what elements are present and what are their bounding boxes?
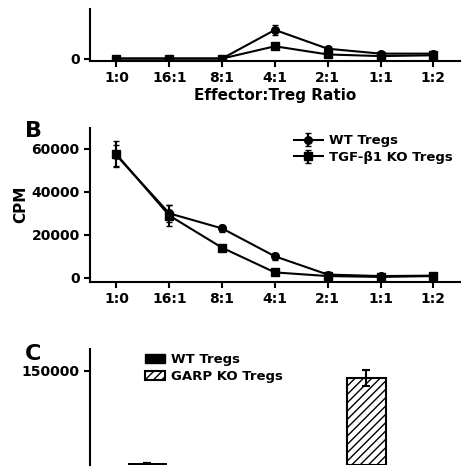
Bar [128, 463, 167, 465]
X-axis label: Effector:Treg Ratio: Effector:Treg Ratio [194, 88, 356, 103]
Legend: WT Tregs, GARP KO Tregs: WT Tregs, GARP KO Tregs [145, 353, 283, 383]
Bar [346, 378, 385, 465]
Text: C: C [26, 344, 42, 364]
Y-axis label: CPM: CPM [14, 186, 28, 224]
Text: B: B [26, 121, 42, 141]
Legend: WT Tregs, TGF-β1 KO Tregs: WT Tregs, TGF-β1 KO Tregs [294, 134, 453, 164]
